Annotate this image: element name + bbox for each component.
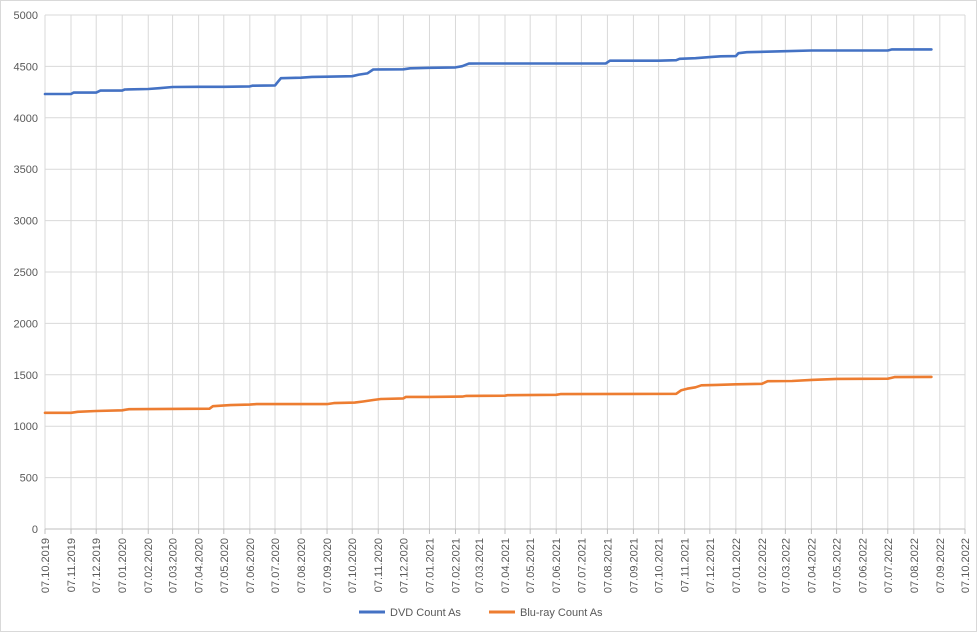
- x-tick-label: 07.06.2021: [551, 538, 563, 593]
- y-tick-label: 4000: [14, 113, 38, 125]
- y-tick-label: 4500: [14, 61, 38, 73]
- x-tick-label: 07.03.2022: [780, 538, 792, 593]
- x-axis-tick-labels: 07.10.2019 07.11.2019 07.12.2019 07.01.2020…: [40, 538, 972, 593]
- x-tick-label: 07.12.2019: [91, 538, 103, 593]
- x-tick-label: 07.01.2022: [731, 538, 743, 593]
- y-tick-label: 1500: [14, 370, 38, 382]
- x-tick-label: 07.05.2022: [832, 538, 844, 593]
- x-tick-label: 07.04.2021: [500, 538, 512, 593]
- x-tick-label: 07.09.2021: [628, 538, 640, 593]
- x-tick-label: 07.10.2021: [654, 538, 666, 593]
- x-tick-label: 07.04.2022: [806, 538, 818, 593]
- legend: DVD Count As Blu-ray Count As: [359, 607, 603, 619]
- x-tick-label: 07.07.2020: [270, 538, 282, 593]
- x-tick-label: 07.02.2021: [450, 538, 462, 593]
- legend-label: Blu-ray Count As: [520, 607, 603, 619]
- x-tick-label: 07.06.2020: [245, 538, 257, 593]
- x-tick-label: 07.05.2021: [525, 538, 537, 593]
- x-tick-label: 07.02.2022: [757, 538, 769, 593]
- y-tick-label: 1000: [14, 421, 38, 433]
- x-tick-label: 07.03.2020: [168, 538, 180, 593]
- series-lines: [43, 48, 933, 415]
- y-tick-label: 2500: [14, 267, 38, 279]
- x-tick-label: 07.11.2021: [680, 538, 692, 592]
- x-tick-label: 07.04.2020: [194, 538, 206, 593]
- x-tick-label: 07.08.2020: [296, 538, 308, 593]
- x-tick-label: 07.08.2022: [909, 538, 921, 593]
- x-tick-label: 07.12.2020: [398, 538, 410, 593]
- x-tick-label: 07.03.2021: [474, 538, 486, 593]
- x-tick-label: 07.11.2019: [66, 538, 78, 592]
- x-tick-label: 07.06.2022: [858, 538, 870, 593]
- axes: [44, 528, 966, 534]
- x-tick-label: 07.12.2021: [705, 538, 717, 593]
- y-tick-label: 0: [32, 524, 38, 536]
- y-tick-label: 5000: [14, 10, 38, 22]
- x-tick-label: 07.05.2020: [219, 538, 231, 593]
- x-tick-label: 07.01.2021: [424, 538, 436, 593]
- y-tick-label: 500: [20, 473, 38, 485]
- x-tick-label: 07.02.2020: [143, 538, 155, 593]
- x-tick-label: 07.10.2019: [40, 538, 52, 593]
- x-tick-label: 07.10.2020: [347, 538, 359, 593]
- vertical-gridlines: [44, 15, 966, 529]
- x-tick-label: 07.01.2020: [117, 538, 129, 593]
- y-tick-label: 3000: [14, 216, 38, 228]
- x-tick-label: 07.09.2022: [935, 538, 947, 593]
- x-tick-label: 07.08.2021: [602, 538, 614, 593]
- series-line-blu-ray-count-as: [43, 375, 933, 415]
- x-tick-label: 07.10.2022: [960, 538, 972, 593]
- y-tick-label: 2000: [14, 318, 38, 330]
- x-tick-label: 07.09.2020: [322, 538, 334, 593]
- x-tick-label: 07.07.2021: [576, 538, 588, 593]
- y-axis-tick-labels: 0 500 1000 1500 2000 2500 3000 3500 4000 4500 5000: [14, 10, 38, 536]
- y-tick-label: 3500: [14, 164, 38, 176]
- legend-label: DVD Count As: [390, 607, 461, 619]
- series-line-dvd-count-as: [43, 48, 933, 96]
- x-tick-label: 07.07.2022: [883, 538, 895, 593]
- x-tick-label: 07.11.2020: [373, 538, 385, 592]
